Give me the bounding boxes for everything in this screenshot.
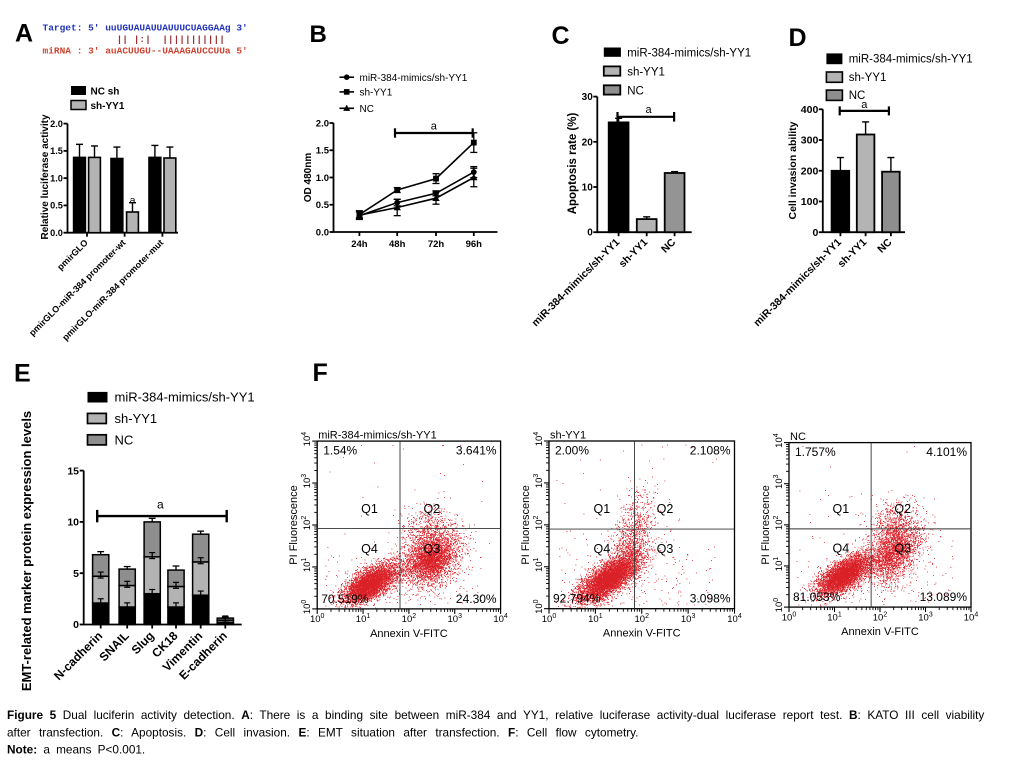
svg-text:Q1: Q1	[594, 502, 611, 516]
svg-text:13.089%: 13.089%	[920, 590, 968, 604]
svg-text:0: 0	[73, 619, 79, 631]
svg-text:miR-384-mimics/sh-YY1: miR-384-mimics/sh-YY1	[627, 47, 751, 59]
svg-text:Q3: Q3	[657, 542, 674, 556]
svg-text:miR-384-mimics/sh-YY1: miR-384-mimics/sh-YY1	[849, 54, 973, 66]
svg-text:1.0: 1.0	[316, 173, 329, 184]
svg-text:70.519%: 70.519%	[321, 592, 369, 606]
svg-text:NC: NC	[360, 104, 374, 115]
svg-text:NC: NC	[849, 90, 866, 102]
svg-text:sh-YY1: sh-YY1	[550, 430, 586, 442]
svg-text:96h: 96h	[466, 239, 483, 250]
svg-text:1.757%: 1.757%	[795, 445, 836, 459]
svg-text:Note: a means P<0.001.: Note: a means P<0.001.	[7, 743, 145, 757]
svg-text:PI Fluorescence: PI Fluorescence	[520, 485, 532, 564]
svg-text:miR-384-mimics/sh-YY1: miR-384-mimics/sh-YY1	[318, 430, 437, 442]
svg-text:1.5: 1.5	[316, 146, 330, 157]
svg-text:Annexin V-FITC: Annexin V-FITC	[603, 628, 681, 640]
svg-text:10: 10	[67, 517, 79, 529]
svg-text:NC: NC	[115, 432, 134, 447]
svg-text:Target: 5' uuUGUAUAUUAUUUCUAGG: Target: 5' uuUGUAUAUUAUUUCUAGGAAg 3'	[43, 22, 248, 33]
svg-text:72h: 72h	[428, 239, 445, 250]
svg-text:Q2: Q2	[657, 502, 674, 516]
svg-text:24.30%: 24.30%	[456, 592, 497, 606]
svg-text:NC sh: NC sh	[91, 87, 120, 98]
svg-text:0: 0	[812, 227, 818, 239]
svg-text:20: 20	[582, 137, 594, 148]
svg-text:a: a	[645, 104, 652, 116]
svg-text:Q3: Q3	[423, 542, 440, 556]
svg-text:PI Fluorescence: PI Fluorescence	[760, 485, 772, 564]
svg-text:Q2: Q2	[894, 502, 911, 516]
svg-text:3.098%: 3.098%	[690, 592, 731, 606]
svg-text:PI Fluorescence: PI Fluorescence	[288, 485, 300, 564]
svg-text:Q1: Q1	[361, 502, 378, 516]
svg-text:Apoptosis rate (%): Apoptosis rate (%)	[567, 113, 579, 215]
svg-text:24h: 24h	[351, 239, 368, 250]
svg-text:miR-384-mimics/sh-YY1: miR-384-mimics/sh-YY1	[360, 73, 468, 84]
svg-text:Q4: Q4	[361, 542, 378, 556]
svg-text:Annexin V-FITC: Annexin V-FITC	[841, 626, 919, 638]
svg-text:2.0: 2.0	[316, 118, 329, 129]
svg-text:30: 30	[582, 92, 594, 103]
svg-text:OD 480nm: OD 480nm	[303, 153, 314, 203]
svg-text:miRNA : 3' auACUUGU--UAAAGAUCC: miRNA : 3' auACUUGU--UAAAGAUCCUUa 5'	[43, 46, 248, 57]
svg-text:1.5: 1.5	[50, 146, 63, 156]
svg-text:100: 100	[801, 196, 819, 208]
svg-text:a: a	[130, 195, 136, 207]
svg-text:Relative luciferase activity: Relative luciferase activity	[40, 114, 51, 240]
svg-text:NC: NC	[790, 431, 806, 443]
svg-text:0.5: 0.5	[316, 200, 330, 211]
svg-text:0.0: 0.0	[316, 227, 329, 238]
svg-text:1.54%: 1.54%	[323, 444, 357, 458]
svg-text:F: F	[313, 359, 328, 387]
svg-text:Q1: Q1	[833, 502, 850, 516]
svg-text:10: 10	[582, 183, 594, 194]
svg-text:2.00%: 2.00%	[555, 444, 589, 458]
svg-text:Annexin V-FITC: Annexin V-FITC	[370, 628, 448, 640]
svg-text:D: D	[789, 24, 807, 52]
svg-text:Q4: Q4	[594, 542, 611, 556]
svg-text:15: 15	[67, 465, 79, 477]
svg-text:|||||||||||: |||||||||||	[162, 34, 225, 45]
svg-text:sh-YY1: sh-YY1	[849, 72, 887, 84]
svg-text:5: 5	[73, 568, 79, 580]
svg-text:a: a	[157, 498, 164, 512]
svg-text:Q3: Q3	[894, 541, 911, 555]
svg-text:Q4: Q4	[833, 541, 850, 555]
svg-text:92.794%: 92.794%	[553, 592, 601, 606]
svg-text:after transfection. C: Apoptos: after transfection. C: Apoptosis. D: Cel…	[7, 726, 638, 740]
svg-text:1.0: 1.0	[50, 173, 63, 183]
svg-text:a: a	[431, 121, 438, 133]
svg-text:200: 200	[801, 165, 819, 177]
svg-text:sh-YY1: sh-YY1	[91, 101, 125, 112]
svg-text:|| |:|: || |:|	[117, 34, 151, 45]
svg-text:E: E	[14, 360, 31, 388]
svg-text:EMT-related marker protein exp: EMT-related marker protein expression le…	[19, 411, 34, 691]
svg-text:2.108%: 2.108%	[690, 444, 731, 458]
svg-text:sh-YY1: sh-YY1	[627, 67, 665, 79]
svg-text:400: 400	[801, 104, 819, 116]
svg-text:Figure 5 Dual luciferin activi: Figure 5 Dual luciferin activity detecti…	[7, 708, 984, 722]
svg-text:81.053%: 81.053%	[793, 590, 841, 604]
svg-text:Cell invasion ability: Cell invasion ability	[787, 121, 799, 219]
svg-text:sh-YY1: sh-YY1	[115, 411, 158, 426]
svg-text:4.101%: 4.101%	[926, 445, 967, 459]
svg-text:B: B	[310, 21, 327, 48]
svg-text:0.0: 0.0	[50, 228, 63, 238]
svg-text:A: A	[15, 20, 33, 48]
svg-text:a: a	[861, 99, 868, 111]
svg-text:0: 0	[587, 228, 593, 239]
svg-text:0.5: 0.5	[50, 201, 63, 211]
svg-text:3.641%: 3.641%	[456, 444, 497, 458]
svg-text:48h: 48h	[389, 239, 406, 250]
svg-text:C: C	[552, 22, 570, 50]
svg-text:NC: NC	[627, 86, 644, 98]
svg-text:Q2: Q2	[423, 502, 440, 516]
svg-text:2.0: 2.0	[50, 119, 63, 129]
svg-text:300: 300	[801, 135, 819, 147]
svg-text:sh-YY1: sh-YY1	[360, 88, 393, 99]
svg-text:miR-384-mimics/sh-YY1: miR-384-mimics/sh-YY1	[115, 390, 255, 405]
